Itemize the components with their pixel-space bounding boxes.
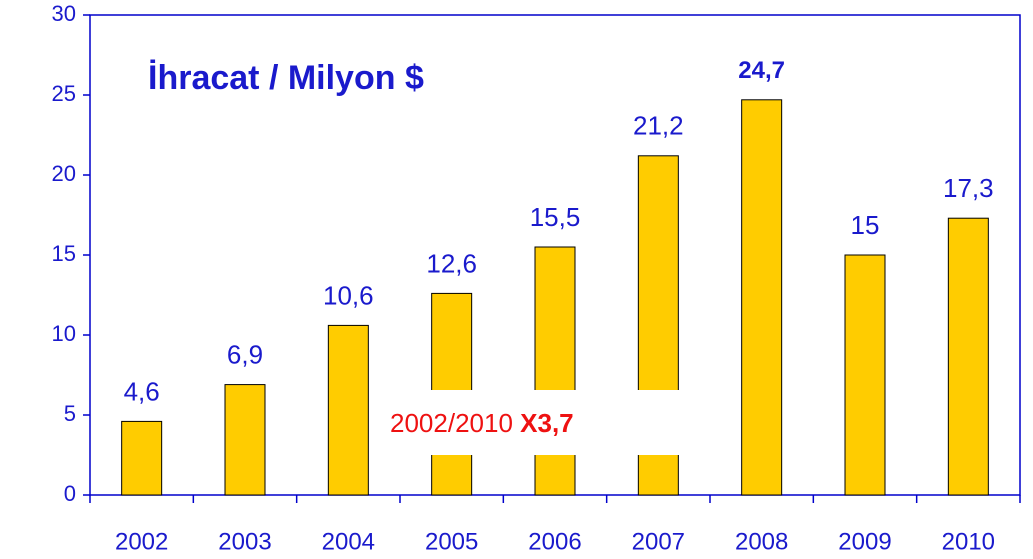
x-tick-label: 2008	[735, 528, 788, 555]
data-label: 15,5	[530, 202, 581, 232]
y-tick-label: 10	[52, 321, 76, 346]
bar	[121, 420, 163, 496]
x-tick-label: 2003	[218, 528, 271, 555]
bar	[224, 384, 266, 496]
data-label: 4,6	[124, 376, 160, 406]
x-tick-label: 2005	[425, 528, 478, 555]
x-tick-label: 2009	[838, 528, 891, 555]
data-label: 6,9	[227, 339, 263, 369]
y-tick-label: 5	[64, 401, 76, 426]
y-tick-label: 15	[52, 241, 76, 266]
y-tick-label: 0	[64, 481, 76, 506]
bar	[741, 99, 783, 496]
x-tick-label: 2006	[528, 528, 581, 555]
x-tick-label: 2004	[322, 528, 375, 555]
y-tick-label: 20	[52, 161, 76, 186]
data-label: 12,6	[426, 248, 477, 278]
bar	[947, 217, 989, 496]
data-label: 24,7	[738, 57, 785, 84]
data-label: 21,2	[633, 111, 684, 141]
bar	[327, 324, 369, 496]
data-label: 17,3	[943, 173, 994, 203]
x-tick-label: 2010	[942, 528, 995, 555]
annotation-ratio: X3,7	[520, 408, 574, 438]
data-label: 10,6	[323, 280, 374, 310]
annotation: 2002/2010 X3,7	[390, 408, 574, 438]
y-tick-label: 25	[52, 81, 76, 106]
x-tick-label: 2007	[632, 528, 685, 555]
annotation-box	[380, 390, 680, 455]
chart-title: İhracat / Milyon $	[148, 59, 424, 97]
data-label: 15	[851, 210, 880, 240]
bar	[534, 246, 576, 496]
annotation-text: 2002/2010	[390, 408, 513, 438]
bar	[844, 254, 886, 496]
x-tick-label: 2002	[115, 528, 168, 555]
y-tick-label: 30	[52, 1, 76, 26]
